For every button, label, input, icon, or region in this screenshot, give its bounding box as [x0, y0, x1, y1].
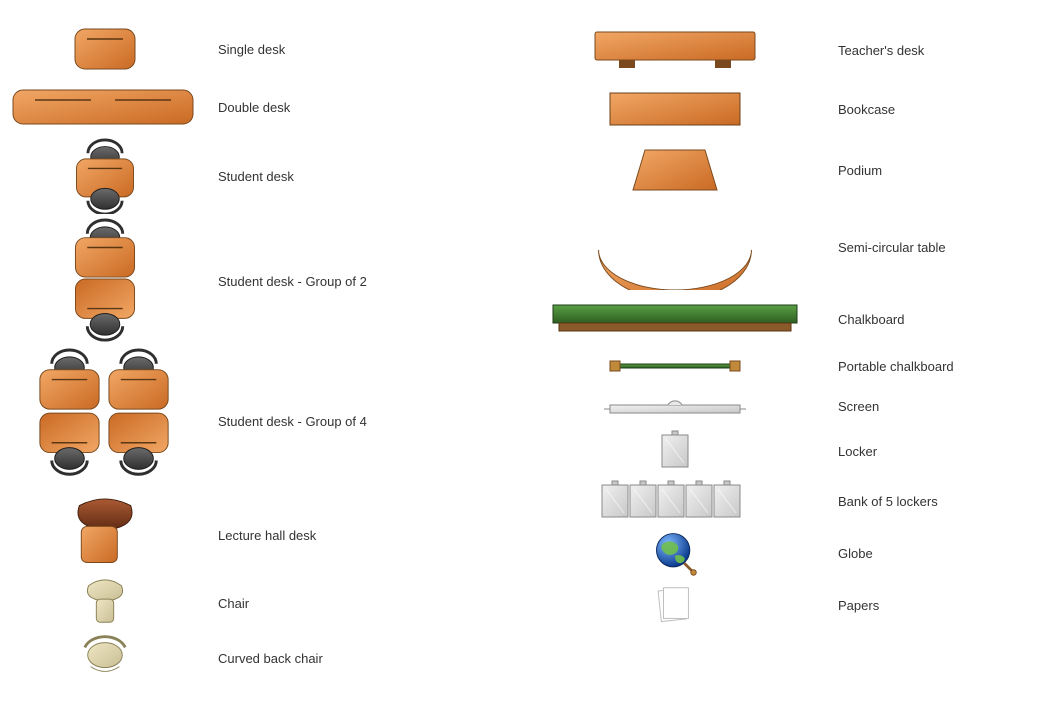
- screen-icon: [520, 388, 830, 424]
- lecture-hall-desk-label: Lecture hall desk: [210, 528, 520, 543]
- legend-row-chalkboard: Chalkboard: [520, 292, 1040, 346]
- teachers-desk-icon: [520, 22, 830, 78]
- locker-icon: [520, 428, 830, 474]
- legend-row-locker: Locker: [520, 426, 1040, 476]
- podium-icon: [520, 140, 830, 200]
- right-column: Teacher's desk Bookcase Podium Semi-circula…: [520, 20, 1040, 630]
- legend-row-semi-circular-table: Semi-circular table: [520, 202, 1040, 292]
- bookcase-icon: [520, 82, 830, 136]
- bank-of-5-lockers-label: Bank of 5 lockers: [830, 494, 1040, 509]
- chair-label: Chair: [210, 596, 520, 611]
- curved-back-chair-icon: [0, 634, 210, 682]
- chair-icon: [0, 576, 210, 630]
- papers-icon: [520, 582, 830, 628]
- semi-circular-table-icon: [520, 204, 830, 290]
- legend-row-chair: Chair: [0, 574, 520, 632]
- podium-label: Podium: [830, 163, 1040, 178]
- student-desk-icon: [0, 138, 210, 214]
- bank-of-5-lockers-icon: [520, 478, 830, 524]
- globe-label: Globe: [830, 546, 1040, 561]
- left-column: Single desk Double desk Student desk Studen…: [0, 20, 520, 684]
- legend-row-curved-back-chair: Curved back chair: [0, 632, 520, 684]
- legend-row-teachers-desk: Teacher's desk: [520, 20, 1040, 80]
- papers-label: Papers: [830, 598, 1040, 613]
- student-desk-label: Student desk: [210, 169, 520, 184]
- student-desk-4-icon: [0, 348, 210, 494]
- student-desk-4-label: Student desk - Group of 4: [210, 414, 520, 429]
- legend-row-globe: Globe: [520, 526, 1040, 580]
- chalkboard-label: Chalkboard: [830, 312, 1040, 327]
- legend-row-double-desk: Double desk: [0, 78, 520, 136]
- legend-row-bank-of-5-lockers: Bank of 5 lockers: [520, 476, 1040, 526]
- curved-back-chair-label: Curved back chair: [210, 651, 520, 666]
- legend-diagram: Single desk Double desk Student desk Studen…: [0, 0, 1047, 725]
- single-desk-icon: [0, 22, 210, 76]
- lecture-hall-desk-icon: [0, 498, 210, 572]
- legend-row-papers: Papers: [520, 580, 1040, 630]
- teachers-desk-label: Teacher's desk: [830, 43, 1040, 58]
- locker-label: Locker: [830, 444, 1040, 459]
- legend-row-portable-chalkboard: Portable chalkboard: [520, 346, 1040, 386]
- bookcase-label: Bookcase: [830, 102, 1040, 117]
- chalkboard-icon: [520, 294, 830, 344]
- single-desk-label: Single desk: [210, 42, 520, 57]
- semi-circular-table-label: Semi-circular table: [830, 240, 1040, 255]
- screen-label: Screen: [830, 399, 1040, 414]
- legend-row-lecture-hall-desk: Lecture hall desk: [0, 496, 520, 574]
- double-desk-label: Double desk: [210, 100, 520, 115]
- student-desk-2-icon: [0, 218, 210, 344]
- legend-row-single-desk: Single desk: [0, 20, 520, 78]
- legend-row-student-desk: Student desk: [0, 136, 520, 216]
- legend-row-student-desk-4: Student desk - Group of 4: [0, 346, 520, 496]
- portable-chalkboard-label: Portable chalkboard: [830, 359, 1040, 374]
- legend-row-student-desk-2: Student desk - Group of 2: [0, 216, 520, 346]
- legend-row-screen: Screen: [520, 386, 1040, 426]
- globe-icon: [520, 528, 830, 578]
- student-desk-2-label: Student desk - Group of 2: [210, 274, 520, 289]
- double-desk-icon: [0, 80, 210, 134]
- legend-row-bookcase: Bookcase: [520, 80, 1040, 138]
- portable-chalkboard-icon: [520, 348, 830, 384]
- legend-row-podium: Podium: [520, 138, 1040, 202]
